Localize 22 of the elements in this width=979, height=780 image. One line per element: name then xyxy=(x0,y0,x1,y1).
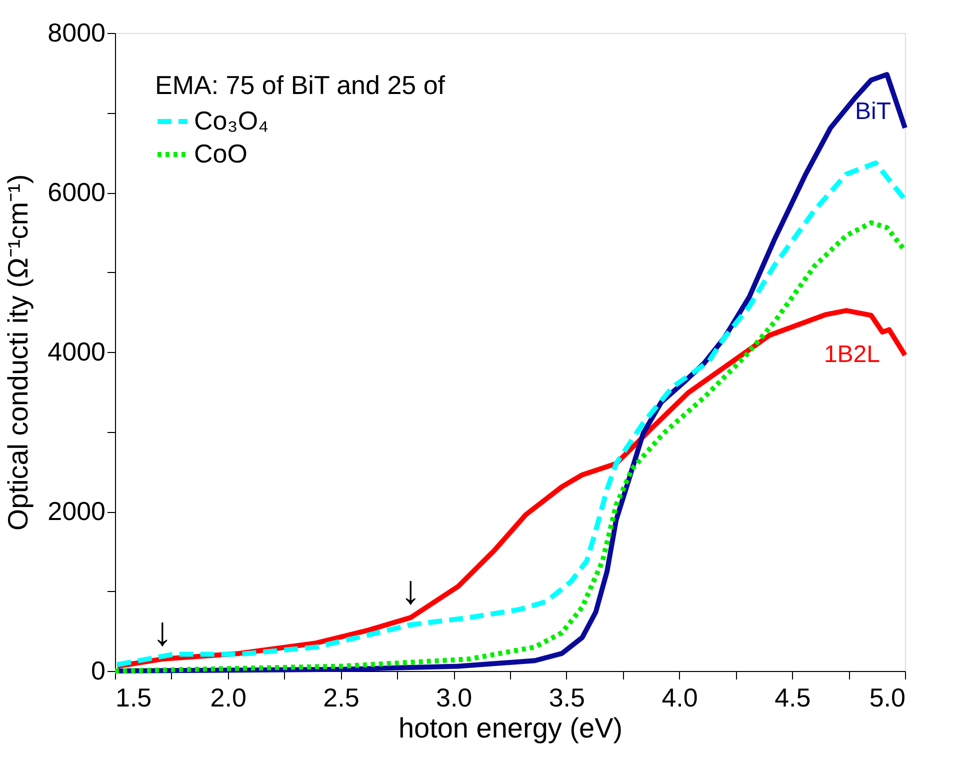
annotation: ↓ xyxy=(400,568,421,613)
x-tick-label: 4.5 xyxy=(774,682,811,712)
x-tick-label: 4.0 xyxy=(662,682,698,712)
y-tick-label: 8000 xyxy=(48,18,106,48)
y-tick-label: 0 xyxy=(91,656,106,686)
x-tick-label: 5.0 xyxy=(869,682,906,712)
annotation: ↓ xyxy=(152,610,172,654)
y-axis-title: Optical conducti ity (Ω⁻¹cm⁻¹) xyxy=(2,174,34,531)
y-tick-label: 2000 xyxy=(48,496,106,526)
series-label: 1B2L xyxy=(824,341,880,368)
y-tick-label: 6000 xyxy=(48,177,106,207)
x-tick-label: 2.0 xyxy=(210,682,246,712)
series-label: BiT xyxy=(855,98,892,125)
x-axis-title: hoton energy (eV) xyxy=(398,712,623,744)
legend-title: EMA: 75 of BiT and 25 of xyxy=(155,70,446,100)
legend-label: Co₃O₄ xyxy=(194,106,269,136)
x-tick-label: 3.5 xyxy=(548,682,586,712)
legend-label: CoO xyxy=(194,138,248,168)
x-tick-label: 1.5 xyxy=(116,682,152,712)
x-tick-label: 3.0 xyxy=(436,682,472,712)
x-tick-label: 2.5 xyxy=(323,682,360,712)
y-tick-label: 4000 xyxy=(48,336,106,366)
